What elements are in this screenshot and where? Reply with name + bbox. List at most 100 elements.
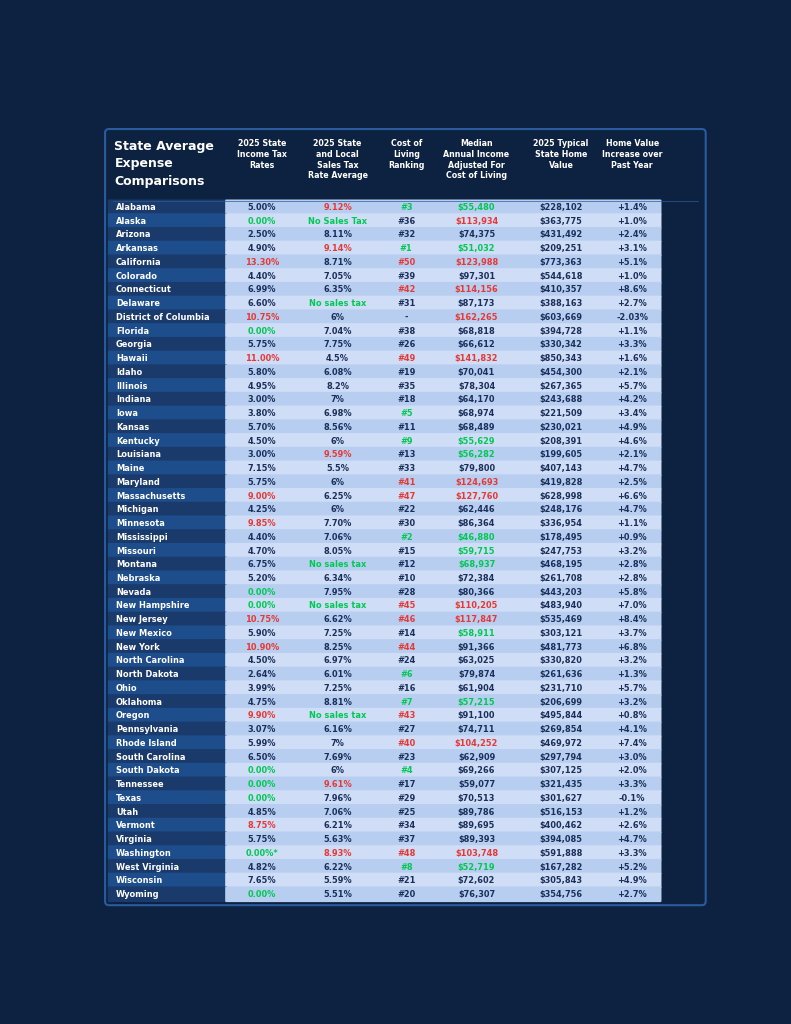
- Text: #18: #18: [397, 395, 415, 404]
- FancyBboxPatch shape: [225, 392, 661, 408]
- Text: $66,612: $66,612: [458, 340, 495, 349]
- Text: 6.08%: 6.08%: [324, 368, 352, 377]
- Text: 4.50%: 4.50%: [248, 656, 276, 666]
- Text: 8.11%: 8.11%: [323, 230, 352, 240]
- Text: $495,844: $495,844: [539, 712, 583, 720]
- Text: Nebraska: Nebraska: [116, 574, 161, 583]
- FancyBboxPatch shape: [108, 241, 228, 256]
- Text: 10.75%: 10.75%: [244, 615, 279, 625]
- Text: $68,937: $68,937: [458, 560, 495, 569]
- Text: +8.4%: +8.4%: [617, 615, 647, 625]
- Text: 8.56%: 8.56%: [324, 423, 352, 432]
- Text: #13: #13: [397, 451, 415, 460]
- Text: $400,462: $400,462: [539, 821, 583, 830]
- Text: 6.50%: 6.50%: [248, 753, 276, 762]
- Text: $91,366: $91,366: [458, 643, 495, 651]
- FancyBboxPatch shape: [225, 406, 661, 421]
- FancyBboxPatch shape: [225, 887, 661, 902]
- Text: $228,102: $228,102: [539, 203, 583, 212]
- Text: 7.05%: 7.05%: [324, 271, 352, 281]
- Text: $301,627: $301,627: [539, 794, 583, 803]
- Text: 9.12%: 9.12%: [324, 203, 352, 212]
- Text: $72,384: $72,384: [458, 574, 495, 583]
- FancyBboxPatch shape: [108, 378, 228, 394]
- Text: $454,300: $454,300: [539, 368, 582, 377]
- Text: 8.75%: 8.75%: [248, 821, 276, 830]
- Text: Home Value
Increase over
Past Year: Home Value Increase over Past Year: [602, 139, 662, 170]
- FancyBboxPatch shape: [108, 557, 228, 572]
- Text: +1.1%: +1.1%: [617, 519, 647, 528]
- Text: -: -: [404, 313, 408, 322]
- Text: Connecticut: Connecticut: [116, 286, 172, 295]
- Text: +2.8%: +2.8%: [617, 574, 647, 583]
- Text: 2025 State
Income Tax
Rates: 2025 State Income Tax Rates: [237, 139, 287, 170]
- Text: 0.00%: 0.00%: [248, 890, 276, 899]
- Text: #7: #7: [400, 697, 413, 707]
- Text: $303,121: $303,121: [539, 629, 583, 638]
- FancyBboxPatch shape: [108, 254, 228, 270]
- FancyBboxPatch shape: [225, 694, 661, 710]
- Text: +0.8%: +0.8%: [617, 712, 647, 720]
- Text: +4.9%: +4.9%: [617, 877, 647, 885]
- Text: +3.1%: +3.1%: [617, 245, 647, 253]
- Text: District of Columbia: District of Columbia: [116, 313, 210, 322]
- FancyBboxPatch shape: [225, 626, 661, 641]
- Text: #38: #38: [397, 327, 415, 336]
- Text: $483,940: $483,940: [539, 601, 582, 610]
- FancyBboxPatch shape: [108, 626, 228, 641]
- Text: 6.01%: 6.01%: [324, 670, 352, 679]
- Text: $443,203: $443,203: [539, 588, 582, 597]
- Text: $91,100: $91,100: [458, 712, 495, 720]
- Text: +2.6%: +2.6%: [617, 821, 647, 830]
- Text: $62,446: $62,446: [458, 505, 495, 514]
- Text: $103,748: $103,748: [455, 849, 498, 858]
- Text: $221,509: $221,509: [539, 410, 583, 418]
- FancyBboxPatch shape: [225, 611, 661, 628]
- Text: Nevada: Nevada: [116, 588, 151, 597]
- Text: #11: #11: [397, 423, 415, 432]
- FancyBboxPatch shape: [225, 598, 661, 613]
- FancyBboxPatch shape: [108, 515, 228, 531]
- Text: $363,775: $363,775: [539, 217, 582, 225]
- Text: $70,513: $70,513: [458, 794, 495, 803]
- Text: +2.1%: +2.1%: [617, 368, 647, 377]
- Text: #22: #22: [397, 505, 415, 514]
- Text: $388,163: $388,163: [539, 299, 583, 308]
- Text: 2025 Typical
State Home
Value: 2025 Typical State Home Value: [533, 139, 589, 170]
- Text: +3.3%: +3.3%: [617, 340, 647, 349]
- FancyBboxPatch shape: [108, 570, 228, 586]
- Text: #15: #15: [397, 547, 415, 555]
- Text: +2.4%: +2.4%: [617, 230, 647, 240]
- Text: +5.1%: +5.1%: [617, 258, 647, 267]
- FancyBboxPatch shape: [108, 337, 228, 352]
- Text: $86,364: $86,364: [458, 519, 495, 528]
- Text: +4.2%: +4.2%: [617, 395, 647, 404]
- FancyBboxPatch shape: [225, 350, 661, 367]
- Text: +5.2%: +5.2%: [617, 862, 647, 871]
- Text: $305,843: $305,843: [539, 877, 582, 885]
- Text: $307,125: $307,125: [539, 766, 583, 775]
- Text: Virginia: Virginia: [116, 835, 153, 844]
- Text: #2: #2: [400, 532, 413, 542]
- Text: $104,252: $104,252: [455, 739, 498, 748]
- Text: $162,265: $162,265: [455, 313, 498, 322]
- Text: $261,636: $261,636: [539, 670, 583, 679]
- FancyBboxPatch shape: [108, 763, 228, 778]
- Text: #4: #4: [400, 766, 413, 775]
- FancyBboxPatch shape: [225, 722, 661, 737]
- Text: 7%: 7%: [331, 739, 344, 748]
- Text: +8.6%: +8.6%: [617, 286, 647, 295]
- Text: $87,173: $87,173: [458, 299, 495, 308]
- FancyBboxPatch shape: [108, 611, 228, 628]
- Text: +1.0%: +1.0%: [617, 217, 647, 225]
- Text: $58,911: $58,911: [458, 629, 495, 638]
- Text: +5.8%: +5.8%: [617, 588, 647, 597]
- Text: 2.64%: 2.64%: [248, 670, 276, 679]
- Text: -0.1%: -0.1%: [619, 794, 645, 803]
- Text: Wyoming: Wyoming: [116, 890, 160, 899]
- Text: 2025 State
and Local
Sales Tax
Rate Average: 2025 State and Local Sales Tax Rate Aver…: [308, 139, 368, 180]
- Text: $80,366: $80,366: [458, 588, 495, 597]
- Text: Idaho: Idaho: [116, 368, 142, 377]
- FancyBboxPatch shape: [108, 200, 228, 215]
- Text: 5.90%: 5.90%: [248, 629, 276, 638]
